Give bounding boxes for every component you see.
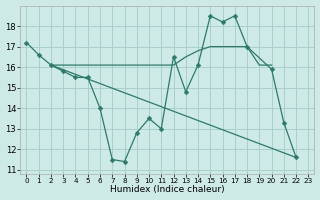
X-axis label: Humidex (Indice chaleur): Humidex (Indice chaleur)	[110, 185, 225, 194]
